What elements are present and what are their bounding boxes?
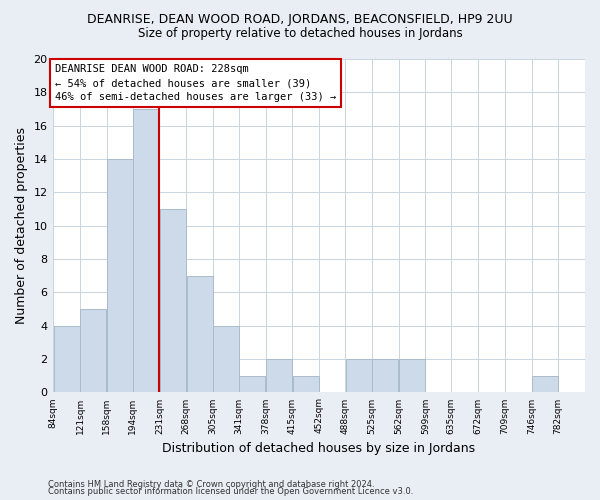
Bar <box>107 159 133 392</box>
Bar <box>80 309 106 392</box>
Bar <box>133 109 159 393</box>
Bar <box>266 359 292 392</box>
Text: Contains HM Land Registry data © Crown copyright and database right 2024.: Contains HM Land Registry data © Crown c… <box>48 480 374 489</box>
Bar <box>160 209 186 392</box>
X-axis label: Distribution of detached houses by size in Jordans: Distribution of detached houses by size … <box>162 442 475 455</box>
Bar <box>239 376 265 392</box>
Text: Contains public sector information licensed under the Open Government Licence v3: Contains public sector information licen… <box>48 488 413 496</box>
Y-axis label: Number of detached properties: Number of detached properties <box>15 127 28 324</box>
Bar <box>346 359 371 392</box>
Bar <box>293 376 319 392</box>
Bar <box>532 376 558 392</box>
Bar <box>399 359 425 392</box>
Text: DEANRISE DEAN WOOD ROAD: 228sqm
← 54% of detached houses are smaller (39)
46% of: DEANRISE DEAN WOOD ROAD: 228sqm ← 54% of… <box>55 64 336 102</box>
Text: DEANRISE, DEAN WOOD ROAD, JORDANS, BEACONSFIELD, HP9 2UU: DEANRISE, DEAN WOOD ROAD, JORDANS, BEACO… <box>87 12 513 26</box>
Bar <box>187 276 212 392</box>
Text: Size of property relative to detached houses in Jordans: Size of property relative to detached ho… <box>137 28 463 40</box>
Bar <box>372 359 398 392</box>
Bar <box>213 326 239 392</box>
Bar <box>53 326 80 392</box>
